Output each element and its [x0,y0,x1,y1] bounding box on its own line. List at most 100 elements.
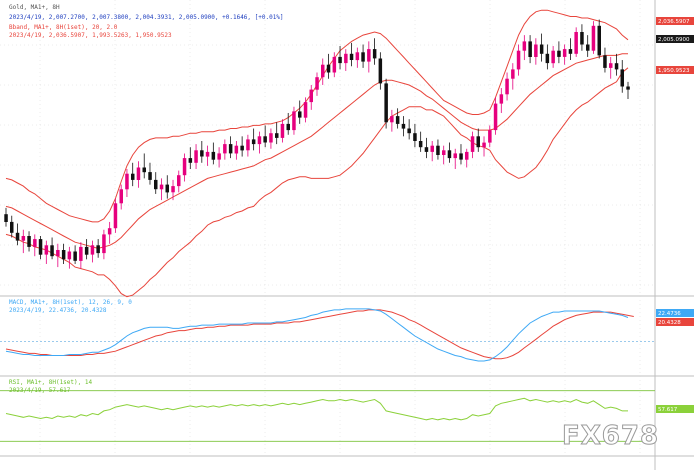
candle-body [223,144,227,154]
bollinger-middle-band [5,53,628,249]
candle-body [90,245,95,255]
candle-body [50,245,54,257]
macd-title: MACD, MA1+, 8H(1set), 12, 26, 9, 0 [9,299,132,306]
bollinger-values: 2023/4/19, 2,036.5907, 1,993.5263, 1,950… [9,32,172,39]
candle-body [326,64,331,73]
candle-body [56,250,60,257]
candle-body [522,41,527,51]
candle-body [332,56,337,73]
candle-body [499,94,504,104]
candle-body [591,25,596,51]
macd-signal-tag-bg [656,318,694,326]
candle-body [418,141,423,148]
candle-body [228,144,233,154]
candle-body [280,123,285,138]
candle-body [453,153,457,159]
candle-body [557,50,561,57]
candle-body [505,78,509,95]
candle-body [482,142,486,148]
candle-body [292,111,296,131]
candle-body [315,77,319,90]
candle-body [580,32,584,45]
candle-body [107,228,112,235]
candle-body [539,44,544,54]
candle-body [200,150,204,157]
candle-body [73,251,77,261]
candle-body [384,83,388,123]
candle-body [257,136,262,145]
candle-body [211,151,216,160]
candle-body [119,189,123,204]
candle-body [545,53,550,64]
candle-body [372,49,377,59]
upper-band-tag: 2,036.5907 [658,19,690,25]
candle-body [603,55,607,68]
candle-body [136,167,141,180]
bollinger-lower-band [5,67,629,298]
candle-body [321,64,325,78]
candle-body [430,145,434,152]
rsi-lines [0,390,655,442]
candle-body [465,151,469,160]
rsi-line [5,397,628,421]
candle-body [470,136,475,152]
candle-body [131,173,135,180]
candle-body [240,145,244,151]
candle-body [442,150,446,155]
candle-body [626,86,630,90]
candle-body [298,111,302,118]
candle-body [459,153,463,160]
candle-body [38,239,43,255]
macd-main-tag-bg [656,309,694,317]
candle-body [586,44,590,51]
rsi-tag: 57.617 [658,407,678,413]
macd-main-line [5,308,629,362]
upper-band-tag-bg [656,17,694,25]
candle-body [338,56,342,64]
candle-body [246,139,250,151]
rsi-tag-bg [656,405,694,413]
candle-body [551,50,555,64]
candle-body [516,50,521,70]
candle-body [620,69,624,87]
candle-body [413,133,417,141]
bollinger-title: Bband, MA1+, 8H(1set), 20, 2.0 [9,24,118,31]
candlesticks [4,19,630,269]
candle-body [4,214,8,222]
candle-body [609,63,613,68]
candle-body [44,245,49,255]
candle-body [436,145,440,155]
candle-body [102,234,106,254]
candle-body [395,116,400,124]
candle-body [33,239,37,247]
candle-body [194,150,198,163]
candle-body [21,236,26,241]
candle-body [171,186,175,193]
candle-body [113,203,118,229]
candle-body [349,53,354,60]
macd-lines [0,308,655,362]
candle-body [534,44,538,57]
candle-body [188,158,193,163]
candle-body [476,136,480,148]
candle-body [96,245,100,254]
lower-band-tag-bg [656,66,694,74]
candle-body [165,184,169,193]
candle-body [528,41,532,57]
candle-body [488,130,492,143]
candle-body [275,133,279,138]
rsi-values: 2023/4/19, 57.617 [9,387,71,394]
candle-body [361,52,365,62]
candle-body [10,221,14,233]
fx678-watermark: FX678 [562,421,659,451]
candle-body [205,151,210,157]
macd-values: 2023/4/19, 22.4736, 20.4328 [9,307,107,314]
candle-body [154,179,158,190]
candle-body [177,175,181,187]
main-panel-frame [0,0,694,296]
candle-body [159,184,164,190]
candle-body [424,147,429,152]
candle-body [344,53,348,64]
candle-body [142,167,146,173]
